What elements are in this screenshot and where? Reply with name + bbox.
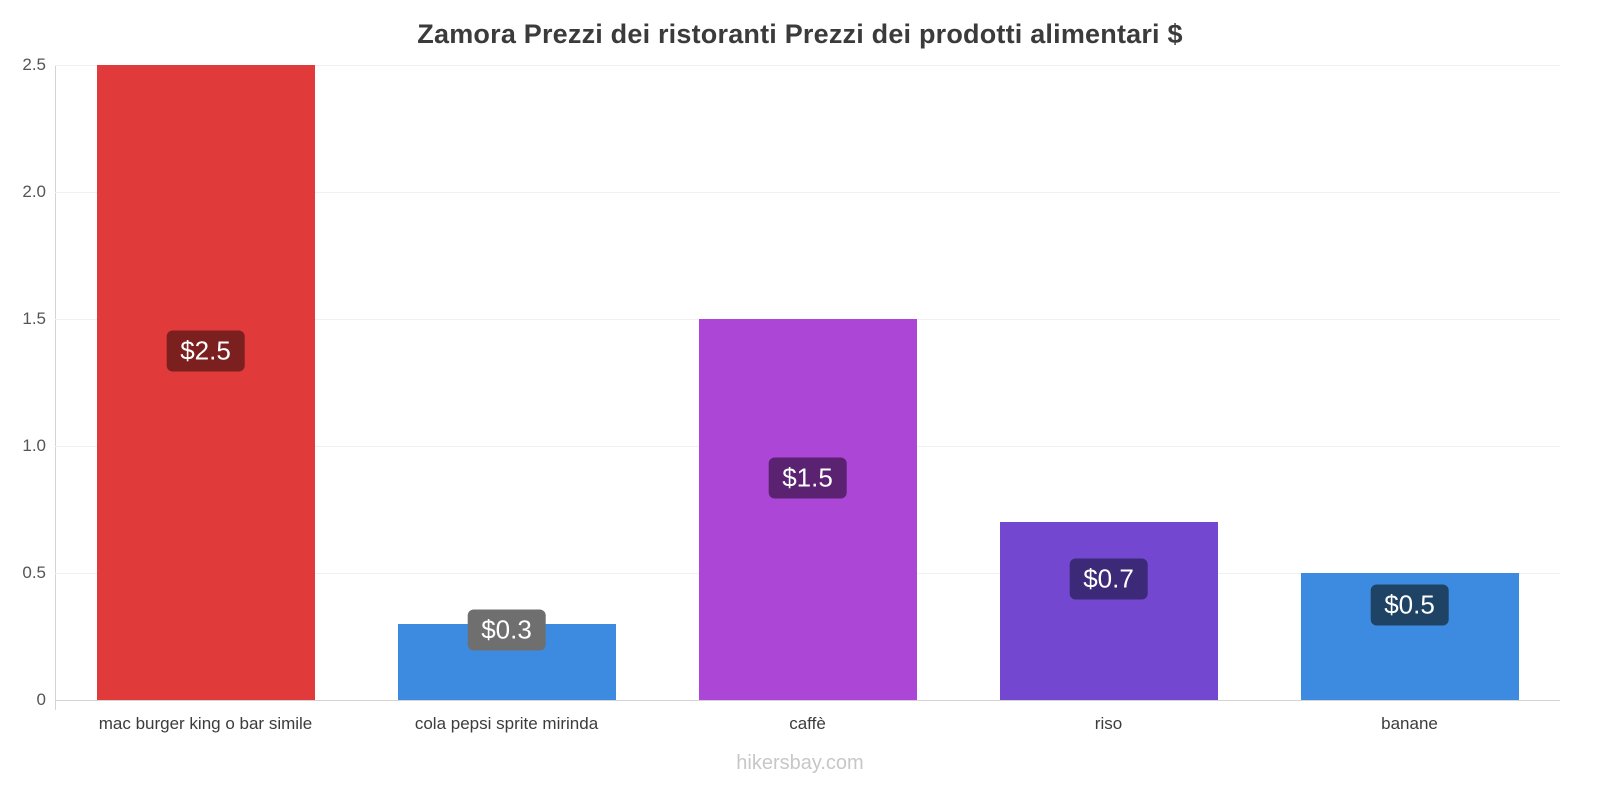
bar-value-label-4: $0.5: [1370, 584, 1449, 625]
gridline: [55, 192, 1560, 193]
y-axis-tick-label: 0: [36, 690, 46, 709]
x-axis-category-label-3: riso: [1094, 714, 1123, 733]
y-axis-tick-label: 1.0: [22, 436, 46, 455]
gridline: [55, 65, 1560, 66]
x-axis-category-label-4: banane: [1381, 714, 1438, 733]
bar-3: [999, 522, 1218, 700]
bar-value-label-1: $0.3: [467, 609, 546, 651]
x-axis-category-label-2: caffè: [789, 714, 826, 733]
bar-2: [698, 319, 917, 700]
bar-value-label-2: $1.5: [768, 457, 847, 498]
footer-watermark-link[interactable]: hikersbay.com: [736, 752, 864, 774]
y-axis-tick-label: 1.5: [22, 309, 46, 328]
chart-title: Zamora Prezzi dei ristoranti Prezzi dei …: [417, 19, 1183, 49]
plot-area: $2.5 $0.3 $1.5 $0.7 $0.5: [55, 65, 1560, 700]
bar-value-label-3: $0.7: [1069, 558, 1148, 600]
bar-value-label-0: $2.5: [166, 330, 245, 371]
bar-0: [96, 65, 315, 700]
y-axis-tick-label: 2.0: [22, 182, 46, 201]
x-axis-category-label-0: mac burger king o bar simile: [98, 714, 313, 733]
x-axis-category-label-1: cola pepsi sprite mirinda: [414, 714, 599, 733]
y-axis-tick-label: 0.5: [22, 563, 46, 582]
y-axis-tick-label: 2.5: [22, 55, 46, 74]
x-axis-line: [55, 700, 1560, 701]
y-axis-line: [55, 65, 56, 710]
